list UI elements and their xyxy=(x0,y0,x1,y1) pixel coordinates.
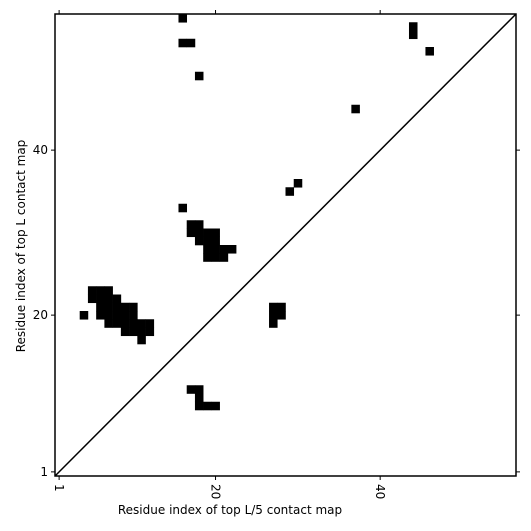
contact-cell xyxy=(194,385,204,394)
contact-cell xyxy=(269,302,278,312)
contact-cell xyxy=(203,236,212,246)
contact-cell xyxy=(112,311,122,320)
contact-cell xyxy=(120,302,130,312)
contact-cell xyxy=(96,294,105,304)
contact-cell xyxy=(112,294,122,304)
contact-cell xyxy=(96,286,105,295)
y-tick-label: 40 xyxy=(33,143,48,157)
contact-cell xyxy=(137,319,146,328)
contact-cell xyxy=(211,228,220,238)
plot-frame xyxy=(54,13,517,477)
contact-cell xyxy=(211,253,220,262)
contact-cell xyxy=(120,319,130,328)
x-axis-label: Residue index of top L/5 contact map xyxy=(118,503,342,517)
contact-cell xyxy=(203,401,212,411)
contact-cell xyxy=(178,38,188,48)
contact-cell xyxy=(194,236,204,246)
contact-cell xyxy=(120,327,130,337)
contact-cell xyxy=(104,286,113,295)
contact-cell xyxy=(194,228,204,238)
contact-cell xyxy=(194,393,204,403)
contact-cell xyxy=(96,311,105,320)
contact-cell xyxy=(408,22,418,31)
contact-cell xyxy=(104,302,113,312)
contact-cell xyxy=(293,179,303,188)
contact-cell xyxy=(269,311,278,320)
contact-cell xyxy=(211,401,220,411)
contact-cell xyxy=(129,302,138,312)
contact-cell xyxy=(178,14,188,23)
contact-cell xyxy=(129,311,138,320)
contact-cell xyxy=(112,302,122,312)
contact-cell xyxy=(129,327,138,337)
contact-cell xyxy=(203,253,212,262)
contact-cell xyxy=(219,253,229,262)
y-axis-label: Residue index of top L contact map xyxy=(14,140,28,353)
contact-cell xyxy=(186,385,196,394)
contact-cell xyxy=(211,245,220,254)
contact-cell xyxy=(137,327,146,337)
contact-cell xyxy=(178,203,188,213)
contact-cell xyxy=(408,30,418,40)
contact-cell xyxy=(87,286,97,295)
contact-cell xyxy=(425,47,434,56)
contact-cell xyxy=(186,220,196,229)
contact-cell xyxy=(104,311,113,320)
contact-cell xyxy=(112,319,122,328)
contact-cell xyxy=(219,245,229,254)
contact-cell xyxy=(194,220,204,229)
contact-cell xyxy=(277,302,286,312)
y-tick-label: 20 xyxy=(33,308,48,322)
contact-cell xyxy=(186,38,196,48)
contact-cell xyxy=(351,104,360,114)
contact-cell xyxy=(194,401,204,411)
y-tick-label: 1 xyxy=(40,465,48,479)
contact-cell xyxy=(203,228,212,238)
contact-cell xyxy=(277,311,286,320)
contact-cell xyxy=(194,71,204,81)
contact-cell xyxy=(104,319,113,328)
contact-cell xyxy=(145,319,155,328)
diagonal-line xyxy=(54,13,517,477)
contact-cell xyxy=(145,327,155,337)
contact-cell xyxy=(211,236,220,246)
contact-cell xyxy=(79,311,89,320)
contact-cell xyxy=(137,335,146,345)
x-tick-label: 20 xyxy=(209,484,223,499)
contact-cell xyxy=(96,302,105,312)
contact-cell xyxy=(104,294,113,304)
contact-cell xyxy=(129,319,138,328)
contact-cell xyxy=(269,319,278,328)
contact-cell xyxy=(227,245,237,254)
contact-cell xyxy=(120,311,130,320)
contact-cell xyxy=(87,294,97,304)
contact-cell xyxy=(285,187,295,196)
x-tick-label: 1 xyxy=(52,484,66,492)
contact-cell xyxy=(203,245,212,254)
contact-cell xyxy=(186,228,196,238)
x-tick-label: 40 xyxy=(373,484,387,499)
